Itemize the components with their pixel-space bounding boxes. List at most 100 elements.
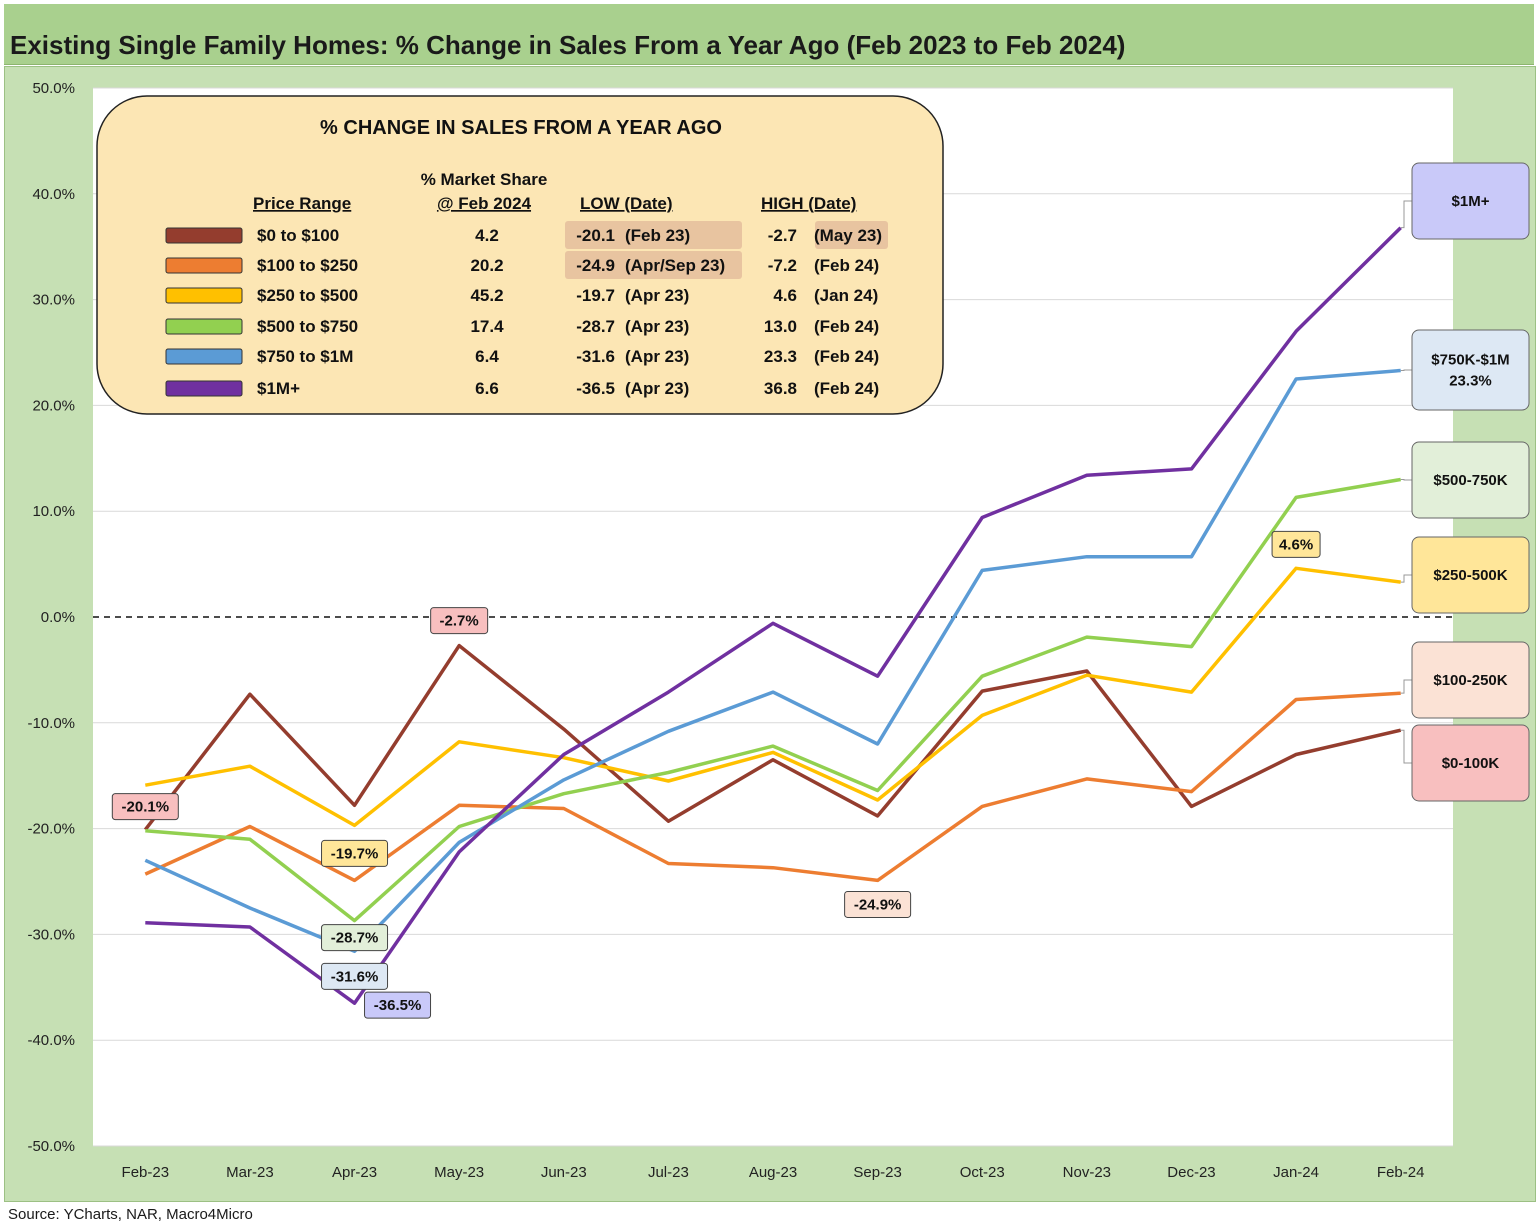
legend-low: -24.9 bbox=[576, 256, 615, 275]
leader-line bbox=[1400, 679, 1412, 694]
line-chart: 50.0% 40.0% 30.0% 20.0% 10.0% 0.0% -10.0% -20.0… bbox=[27, 80, 1530, 1181]
legend-share: 17.4 bbox=[470, 317, 504, 336]
series-line-0-to-100 bbox=[143, 643, 1402, 831]
data-label: -20.1% bbox=[122, 799, 170, 816]
end-label-text: $500-750K bbox=[1433, 472, 1507, 489]
y-tick-label: 10.0% bbox=[32, 503, 75, 520]
end-label-text: $750K-$1M bbox=[1431, 352, 1509, 369]
x-tick-label: Feb-24 bbox=[1377, 1164, 1425, 1181]
y-tick-label: -10.0% bbox=[27, 715, 75, 732]
legend-heading: % CHANGE IN SALES FROM A YEAR AGO bbox=[320, 117, 722, 139]
end-label-box bbox=[1411, 641, 1530, 719]
low-highlight bbox=[565, 221, 742, 249]
y-tick-label: 0.0% bbox=[41, 609, 75, 626]
legend-share: 20.2 bbox=[470, 256, 503, 275]
series-line-500-to-750 bbox=[145, 477, 1401, 923]
x-tick-label: Nov-23 bbox=[1063, 1164, 1111, 1181]
end-label-box bbox=[1411, 329, 1530, 411]
col-header-share: % Market Share bbox=[421, 170, 548, 189]
x-tick-label: May-23 bbox=[434, 1164, 484, 1181]
legend-low-date: (Feb 23) bbox=[625, 226, 690, 245]
end-label-box bbox=[1411, 536, 1530, 614]
y-tick-label: 50.0% bbox=[32, 80, 75, 97]
legend-high: -7.2 bbox=[768, 256, 797, 275]
end-label-text: $1M+ bbox=[1452, 193, 1490, 210]
legend-low: -20.1 bbox=[576, 226, 615, 245]
data-label: -36.5% bbox=[374, 997, 422, 1014]
legend-high-date: (May 23) bbox=[814, 226, 882, 245]
y-tick-label: 30.0% bbox=[32, 292, 75, 309]
leader-line bbox=[1400, 200, 1412, 229]
legend-high-date: (Jan 24) bbox=[814, 286, 878, 305]
legend-range: $750 to $1M bbox=[257, 347, 353, 366]
legend-range: $100 to $250 bbox=[257, 256, 358, 275]
data-label-box bbox=[111, 793, 179, 821]
x-tick-label: Apr-23 bbox=[332, 1164, 377, 1181]
x-tick-label: Jul-23 bbox=[648, 1164, 689, 1181]
legend-low-date: (Apr 23) bbox=[625, 286, 689, 305]
end-label-box bbox=[1411, 162, 1530, 240]
series-line-250-to-500 bbox=[144, 566, 1401, 828]
legend-high-date: (Feb 24) bbox=[814, 317, 879, 336]
y-tick-label: 20.0% bbox=[32, 397, 75, 414]
legend-swatch-250-to-500 bbox=[165, 287, 243, 304]
legend-share: 45.2 bbox=[470, 286, 503, 305]
legend-high: 4.6 bbox=[773, 286, 797, 305]
legend-swatch-1m bbox=[165, 380, 243, 397]
legend-low: -36.5 bbox=[576, 379, 615, 398]
legend-share: 4.2 bbox=[475, 226, 499, 245]
legend-high-date: (Feb 24) bbox=[814, 256, 879, 275]
data-label: -19.7% bbox=[331, 845, 379, 862]
data-label: -31.6% bbox=[331, 968, 379, 985]
legend-low: -19.7 bbox=[576, 286, 615, 305]
legend-low-date: (Apr 23) bbox=[625, 317, 689, 336]
legend-low-date: (Apr 23) bbox=[625, 347, 689, 366]
legend-swatch-100-to-250 bbox=[165, 257, 243, 274]
series-line-750-to-1m bbox=[144, 368, 1401, 954]
legend-range: $1M+ bbox=[257, 379, 300, 398]
legend-swatch-500-to-750 bbox=[165, 318, 243, 335]
end-label-box bbox=[1411, 441, 1530, 519]
leader-line bbox=[1400, 574, 1412, 583]
legend-high: 23.3 bbox=[764, 347, 797, 366]
y-tick-label: -30.0% bbox=[27, 926, 75, 943]
title-bar: Existing Single Family Homes: % Change i… bbox=[4, 4, 1534, 65]
x-tick-label: Mar-23 bbox=[226, 1164, 274, 1181]
col-header-share-date: @ Feb 2024 bbox=[437, 194, 532, 213]
col-header-low: LOW (Date) bbox=[580, 194, 673, 213]
chart-area: 50.0% 40.0% 30.0% 20.0% 10.0% 0.0% -10.0% -20.0… bbox=[4, 66, 1536, 1202]
legend-swatch-750-to-1m bbox=[165, 348, 243, 365]
legend-range: $250 to $500 bbox=[257, 286, 358, 305]
end-label-text: $250-500K bbox=[1433, 567, 1507, 584]
data-label: -28.7% bbox=[331, 930, 379, 947]
x-tick-label: Oct-23 bbox=[960, 1164, 1005, 1181]
y-tick-label: -50.0% bbox=[27, 1138, 75, 1155]
x-tick-label: Feb-23 bbox=[122, 1164, 170, 1181]
leader-line bbox=[1400, 729, 1412, 764]
data-label-box bbox=[844, 890, 912, 918]
legend-high-date: (Feb 24) bbox=[814, 347, 879, 366]
legend-table-box bbox=[96, 95, 944, 415]
legend-high-date: (Feb 24) bbox=[814, 379, 879, 398]
data-label-box bbox=[364, 991, 432, 1019]
end-label-box bbox=[1411, 724, 1530, 802]
legend-high: 36.8 bbox=[764, 379, 797, 398]
series-line-1m bbox=[145, 226, 1402, 1005]
data-label-box bbox=[321, 924, 389, 952]
legend-share: 6.4 bbox=[475, 347, 499, 366]
legend-range: $0 to $100 bbox=[257, 226, 339, 245]
legend-high: 13.0 bbox=[764, 317, 797, 336]
end-label-text: $0-100K bbox=[1442, 755, 1500, 772]
data-label: -24.9% bbox=[854, 896, 902, 913]
x-tick-label: Jan-24 bbox=[1273, 1164, 1319, 1181]
end-label-text: 23.3% bbox=[1449, 373, 1492, 390]
legend-range: $500 to $750 bbox=[257, 317, 358, 336]
legend-swatch-0-to-100 bbox=[165, 227, 243, 244]
legend-high: -2.7 bbox=[768, 226, 797, 245]
x-tick-label: Sep-23 bbox=[853, 1164, 901, 1181]
series-line-100-to-250 bbox=[144, 691, 1401, 883]
source-note: Source: YCharts, NAR, Macro4Micro bbox=[8, 1206, 253, 1223]
col-header-price: Price Range bbox=[253, 194, 351, 213]
low-highlight bbox=[565, 251, 742, 279]
legend-low: -28.7 bbox=[576, 317, 615, 336]
